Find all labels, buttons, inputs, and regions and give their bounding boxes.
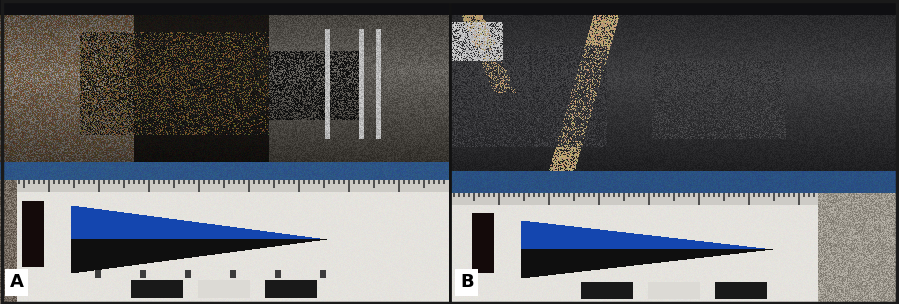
Text: A: A (10, 273, 23, 291)
Text: B: B (460, 273, 474, 291)
